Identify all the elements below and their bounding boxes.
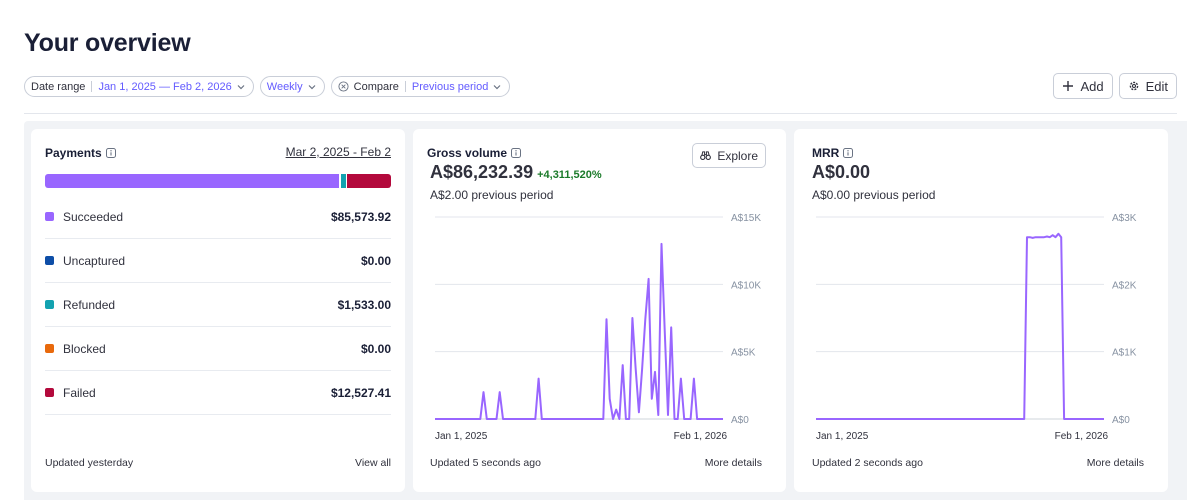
mrr-title: MRR [812, 146, 840, 160]
y-tick-label: A$0 [1112, 415, 1130, 426]
series-line [435, 242, 723, 420]
gross-volume-heading: Gross volume [427, 146, 522, 160]
legend-label: Uncaptured [63, 253, 126, 268]
chevron-down-icon [493, 84, 501, 89]
payments-heading: Payments [45, 146, 116, 160]
legend-swatch [45, 388, 54, 397]
compare-filter[interactable]: Compare Previous period [330, 76, 511, 97]
binoculars-icon [700, 151, 712, 160]
x-tick-label: Feb 1, 2026 [1055, 431, 1109, 442]
x-tick-label: Feb 1, 2026 [674, 431, 728, 442]
series-line [816, 232, 1104, 420]
edit-button-label: Edit [1145, 78, 1168, 94]
add-button-label: Add [1080, 78, 1104, 94]
mrr-heading: MRR [812, 146, 854, 160]
payments-breakdown-bar [45, 174, 391, 188]
legend-amount: $0.00 [360, 341, 391, 356]
gross-volume-title: Gross volume [427, 146, 508, 160]
gross-volume-chart: A$0 A$5K A$10K A$15K Jan 1, 2025 Feb 1, 2026 [435, 213, 761, 442]
mrr-previous: A$0.00 previous period [812, 188, 936, 202]
legend-amount: $0.00 [360, 253, 391, 268]
gross-volume-previous: A$2.00 previous period [430, 188, 554, 202]
date-range-value: Jan 1, 2025 — Feb 2, 2026 [98, 80, 232, 93]
date-range-label: Date range [31, 80, 86, 93]
view-all-link[interactable]: View all [355, 457, 391, 469]
info-icon[interactable] [843, 148, 854, 158]
legend-label: Refunded [63, 297, 116, 312]
y-tick-label: A$5K [731, 348, 756, 359]
bar-segment-failed [347, 174, 391, 188]
explore-label: Explore [717, 148, 758, 163]
bar-segment-succeeded [45, 174, 340, 188]
y-tick-label: A$10K [731, 280, 761, 291]
gross-volume-change: +4,311,520% [537, 169, 602, 181]
compare-value: Previous period [411, 80, 489, 93]
legend-row-blocked[interactable]: Blocked $0.00 [45, 327, 391, 371]
page-title: Your overview [24, 29, 191, 57]
add-button[interactable]: Add [1053, 73, 1113, 99]
payments-legend: Succeeded $85,573.92 Uncaptured $0.00 Re… [45, 195, 391, 415]
chevron-down-icon [308, 84, 316, 89]
mrr-chart: A$0 A$1K A$2K A$3K Jan 1, 2025 Feb 1, 2026 [816, 213, 1137, 442]
compare-label: Compare [353, 80, 399, 93]
mrr-more-details[interactable]: More details [1086, 457, 1144, 469]
legend-swatch [45, 344, 54, 353]
interval-value: Weekly [266, 80, 303, 93]
y-tick-label: A$0 [731, 415, 749, 426]
mrr-updated: Updated 2 seconds ago [812, 457, 923, 469]
divider [91, 81, 93, 92]
legend-amount: $85,573.92 [330, 209, 391, 224]
payments-title: Payments [45, 146, 102, 160]
mrr-card: MRR A$0.00 A$0.00 previous period A$0 A$1… [794, 129, 1168, 492]
overview-actions: Add Edit [1053, 73, 1177, 99]
legend-swatch [45, 256, 54, 265]
gross-volume-card: Gross volume A$86,232.39 +4,311,520% A$2.… [413, 129, 786, 492]
y-tick-label: A$15K [731, 213, 761, 224]
remove-circle-icon[interactable] [338, 81, 349, 92]
legend-label: Failed [63, 385, 96, 400]
y-tick-label: A$1K [1112, 348, 1137, 359]
legend-row-failed[interactable]: Failed $12,527.41 [45, 371, 391, 415]
header-divider [24, 113, 1177, 114]
bar-segment-refunded [341, 174, 347, 188]
legend-row-uncaptured[interactable]: Uncaptured $0.00 [45, 239, 391, 283]
legend-amount: $1,533.00 [337, 297, 391, 312]
x-tick-label: Jan 1, 2025 [435, 431, 488, 442]
payments-card: Payments Mar 2, 2025 - Feb 2 Succeeded $… [31, 129, 405, 492]
legend-swatch [45, 300, 54, 309]
legend-amount: $12,527.41 [330, 385, 391, 400]
legend-row-refunded[interactable]: Refunded $1,533.00 [45, 283, 391, 327]
gross-volume-more-details[interactable]: More details [704, 457, 762, 469]
filter-bar: Date range Jan 1, 2025 — Feb 2, 2026 Wee… [24, 76, 511, 97]
divider [404, 81, 406, 92]
explore-button[interactable]: Explore [692, 143, 766, 168]
interval-filter[interactable]: Weekly [259, 76, 325, 97]
x-tick-label: Jan 1, 2025 [816, 431, 869, 442]
date-range-filter[interactable]: Date range Jan 1, 2025 — Feb 2, 2026 [24, 76, 254, 97]
gross-volume-updated: Updated 5 seconds ago [430, 457, 541, 469]
gear-icon [1129, 81, 1138, 91]
legend-swatch [45, 212, 54, 221]
chevron-down-icon [237, 84, 245, 89]
y-tick-label: A$2K [1112, 280, 1137, 291]
legend-label: Blocked [63, 341, 106, 356]
legend-label: Succeeded [63, 209, 124, 224]
y-tick-label: A$3K [1112, 213, 1137, 224]
gross-volume-value-block: A$86,232.39 +4,311,520% [430, 162, 602, 183]
info-icon[interactable] [511, 148, 522, 158]
gross-volume-value: A$86,232.39 [430, 162, 534, 182]
mrr-value: A$0.00 [812, 162, 871, 182]
payments-date-link[interactable]: Mar 2, 2025 - Feb 2 [285, 145, 391, 159]
plus-icon [1063, 81, 1074, 91]
payments-updated: Updated yesterday [45, 457, 134, 469]
edit-button[interactable]: Edit [1118, 73, 1177, 99]
info-icon[interactable] [105, 148, 116, 158]
legend-row-succeeded[interactable]: Succeeded $85,573.92 [45, 195, 391, 239]
